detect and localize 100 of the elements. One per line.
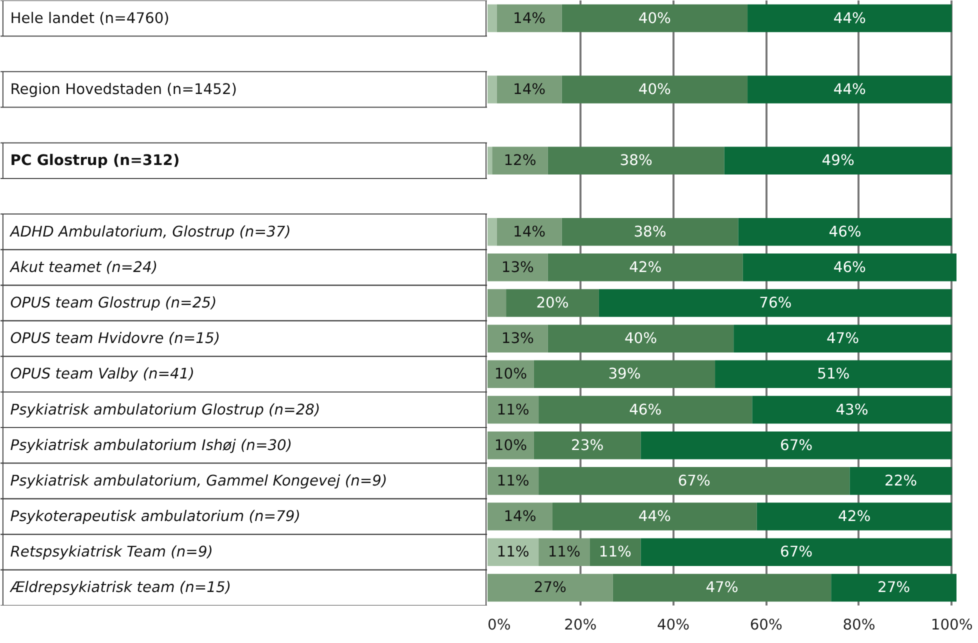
bar <box>724 146 952 175</box>
data-label: 38% <box>620 152 652 170</box>
bar <box>756 502 952 530</box>
bar <box>850 467 952 495</box>
bar <box>488 538 539 566</box>
bar <box>538 538 590 566</box>
data-label: 47% <box>706 579 738 596</box>
bar <box>742 254 956 282</box>
bar <box>488 574 613 602</box>
y-tick-label: Psykiatrisk ambulatorium Glostrup (n=28) <box>10 401 320 418</box>
bar <box>734 324 952 352</box>
data-label: 22% <box>884 472 918 490</box>
bar <box>534 360 716 388</box>
bar <box>488 218 497 246</box>
bar <box>506 289 599 317</box>
data-label: 14% <box>504 508 536 526</box>
bar <box>534 431 641 460</box>
data-label: 67% <box>780 436 813 454</box>
data-label: 11% <box>496 401 530 418</box>
bar <box>552 502 757 530</box>
y-tick-label: OPUS team Glostrup (n=25) <box>10 294 217 312</box>
bar <box>748 4 952 32</box>
y-tick-label: Hele landet (n=4760) <box>10 10 170 27</box>
x-tick-label: 20% <box>564 616 597 634</box>
data-label: 14% <box>513 10 546 27</box>
data-label: 11% <box>496 544 530 561</box>
y-tick-label: OPUS team Valby (n=41) <box>10 366 194 383</box>
data-label: 11% <box>548 544 580 561</box>
bar <box>488 467 539 495</box>
data-label: 11% <box>598 544 632 561</box>
bar <box>748 76 952 104</box>
data-label: 44% <box>833 80 866 98</box>
bar <box>752 396 952 424</box>
data-label: 12% <box>504 152 536 170</box>
bar <box>640 431 952 460</box>
data-label: 44% <box>638 508 672 526</box>
bar <box>612 574 832 602</box>
data-label: 27% <box>534 579 567 596</box>
y-tick-label: Psykiatrisk ambulatorium Ishøj (n=30) <box>10 436 292 454</box>
y-tick-label: OPUS team Hvidovre (n=15) <box>10 330 220 348</box>
bar <box>548 254 743 282</box>
bar <box>562 4 748 32</box>
data-label: 14% <box>513 223 546 240</box>
data-label: 40% <box>638 80 672 98</box>
bar <box>488 396 539 424</box>
bar <box>538 396 752 424</box>
data-label: 13% <box>501 330 534 348</box>
bar <box>738 218 952 246</box>
data-label: 38% <box>634 223 666 240</box>
data-label: 27% <box>878 579 910 596</box>
data-label: 13% <box>501 258 534 276</box>
y-tick-label: Ældrepsykiatrisk team (n=15) <box>9 579 232 596</box>
x-tick-label: 100% <box>930 616 973 634</box>
x-tick-label: 60% <box>750 616 782 634</box>
y-tick-label: ADHD Ambulatorium, Glostrup (n=37) <box>9 223 291 240</box>
data-label: 39% <box>608 366 641 383</box>
bar <box>488 254 548 282</box>
data-label: 23% <box>571 436 604 454</box>
data-label: 42% <box>838 508 871 526</box>
bar <box>496 218 562 246</box>
data-label: 67% <box>780 544 813 561</box>
data-label: 67% <box>678 472 710 490</box>
data-label: 46% <box>629 401 662 418</box>
bar <box>562 218 738 246</box>
bar <box>492 146 548 175</box>
y-tick-label: Akut teamet (n=24) <box>9 258 158 276</box>
bar <box>488 502 553 530</box>
bar <box>715 360 952 388</box>
data-label: 46% <box>833 258 866 276</box>
y-tick-label: Psykoterapeutisk ambulatorium (n=79) <box>10 508 300 526</box>
data-label: 42% <box>629 258 662 276</box>
bar <box>496 76 562 104</box>
bar <box>831 574 956 602</box>
y-tick-label: Region Hovedstaden (n=1452) <box>10 80 237 98</box>
x-tick-label: 80% <box>842 616 876 634</box>
bar <box>488 289 506 317</box>
data-label: 51% <box>817 366 850 383</box>
data-label: 43% <box>836 401 868 418</box>
data-label: 10% <box>494 436 528 454</box>
y-tick-label: Psykiatrisk ambulatorium, Gammel Kongevej (n=9) <box>10 472 388 490</box>
data-label: 40% <box>638 10 672 27</box>
data-label: 40% <box>624 330 658 348</box>
bar <box>488 76 497 104</box>
x-tick-label: 0% <box>488 616 511 634</box>
data-label: 44% <box>833 10 866 27</box>
bar <box>496 4 562 32</box>
data-label: 47% <box>826 330 860 348</box>
bar <box>590 538 641 566</box>
bar <box>548 324 734 352</box>
y-tick-label: PC Glostrup (n=312) <box>10 152 180 170</box>
bar <box>598 289 952 317</box>
bar <box>548 146 724 175</box>
x-tick-label: 40% <box>656 616 690 634</box>
bar <box>640 538 952 566</box>
data-label: 20% <box>536 294 569 312</box>
data-label: 76% <box>759 294 792 312</box>
data-label: 10% <box>494 366 528 383</box>
bar <box>488 146 492 175</box>
data-label: 11% <box>496 472 530 490</box>
bar <box>562 76 748 104</box>
